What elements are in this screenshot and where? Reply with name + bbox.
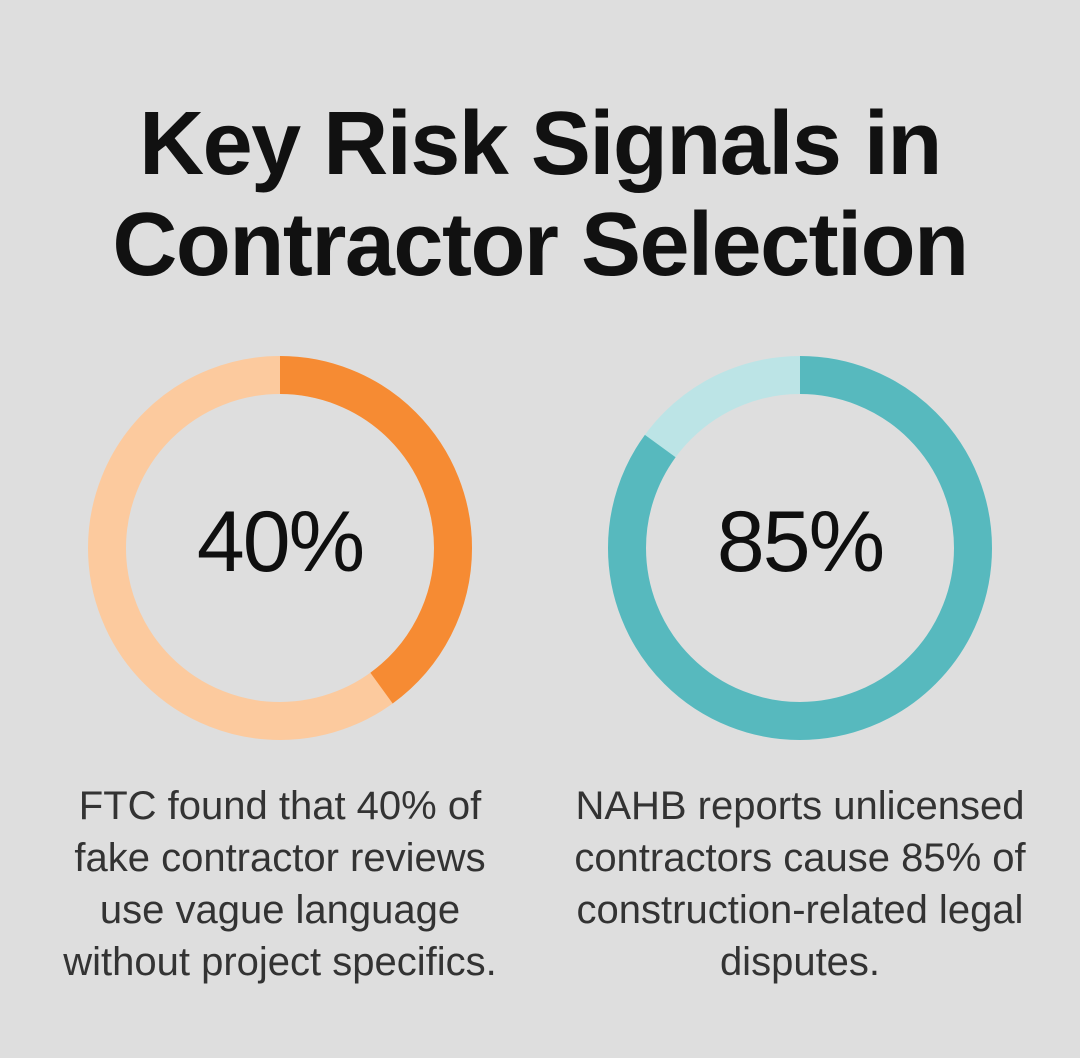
caption-line: fake contractor reviews	[74, 836, 486, 880]
caption-line: without project specifics.	[63, 940, 497, 984]
caption-line: construction-related legal	[576, 888, 1024, 932]
page-title-line-2: Contractor Selection	[112, 195, 969, 295]
caption-line: NAHB reports unlicensed	[575, 784, 1025, 828]
caption-line: contractors cause 85% of	[574, 836, 1026, 880]
donut-chart-legal-disputes: 85% NAHB reports unlicensed contractors …	[565, 356, 1035, 988]
donut-svg	[88, 356, 472, 740]
chart-caption-legal-disputes: NAHB reports unlicensed contractors caus…	[565, 780, 1035, 988]
caption-line: FTC found that 40% of	[78, 784, 482, 828]
donut-chart-fake-reviews: 40% FTC found that 40% of fake contracto…	[45, 356, 515, 988]
donut-value-arc	[88, 356, 472, 740]
caption-line: use vague language	[99, 888, 461, 932]
caption-line: disputes.	[719, 940, 881, 984]
chart-caption-fake-reviews: FTC found that 40% of fake contractor re…	[45, 780, 515, 988]
donut-ring-fake-reviews: 40%	[88, 356, 472, 740]
charts-row: 40% FTC found that 40% of fake contracto…	[0, 356, 1080, 988]
donut-ring-legal-disputes: 85%	[608, 356, 992, 740]
page-title-line-1: Key Risk Signals in	[139, 94, 942, 194]
page-title: Key Risk Signals in Contractor Selection	[0, 0, 1080, 296]
donut-svg	[608, 356, 992, 740]
donut-value-arc	[608, 356, 992, 740]
